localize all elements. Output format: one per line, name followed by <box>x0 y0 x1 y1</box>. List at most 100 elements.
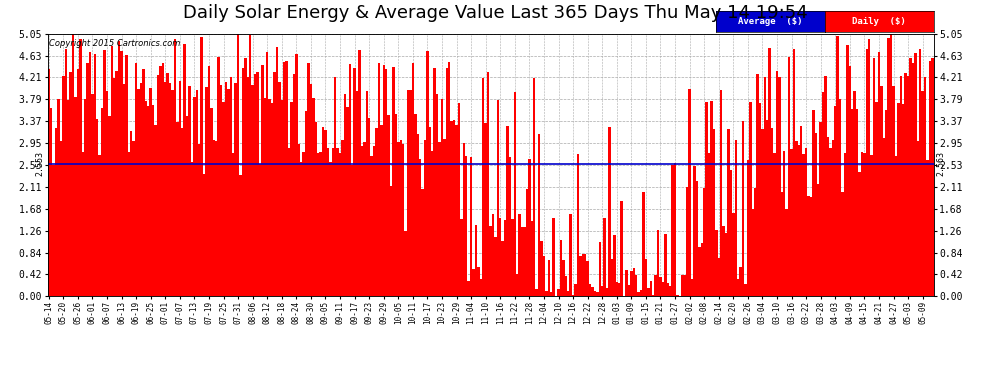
Bar <box>298 144 300 296</box>
Bar <box>240 175 242 296</box>
Bar <box>630 271 633 296</box>
Bar <box>701 243 703 296</box>
Bar <box>897 103 900 296</box>
Bar <box>353 68 355 296</box>
Bar <box>235 83 237 296</box>
Bar <box>771 128 773 296</box>
Bar <box>154 125 156 296</box>
Bar <box>618 283 621 296</box>
Bar <box>72 34 74 296</box>
Bar <box>484 123 487 296</box>
Text: Daily  ($): Daily ($) <box>852 17 906 26</box>
Bar <box>62 76 64 296</box>
Text: 2.553: 2.553 <box>36 151 45 176</box>
Bar <box>842 192 843 296</box>
Bar <box>601 286 604 296</box>
Bar <box>681 276 683 296</box>
Bar <box>887 38 890 296</box>
Bar <box>121 51 123 296</box>
Bar <box>628 285 630 296</box>
Bar <box>84 99 86 296</box>
Bar <box>213 140 215 296</box>
Bar <box>652 295 654 296</box>
Bar <box>543 256 545 296</box>
Bar <box>164 82 166 296</box>
Bar <box>245 58 247 296</box>
Bar <box>902 105 905 296</box>
Bar <box>693 166 696 296</box>
Bar <box>676 295 679 296</box>
Bar <box>589 284 591 296</box>
Bar <box>448 62 450 296</box>
Bar <box>514 92 516 296</box>
Bar <box>521 227 524 296</box>
Bar <box>790 149 793 296</box>
Bar <box>696 181 698 296</box>
Bar <box>237 34 240 296</box>
Bar <box>878 53 880 296</box>
Bar <box>307 63 310 296</box>
Bar <box>776 71 778 296</box>
Bar <box>654 276 656 296</box>
Bar <box>462 143 465 296</box>
Bar <box>725 233 728 296</box>
Bar <box>649 280 652 296</box>
Bar <box>52 165 54 296</box>
Bar <box>778 77 781 296</box>
Bar <box>834 106 837 296</box>
Bar <box>803 154 805 296</box>
Bar <box>91 94 94 296</box>
Bar <box>351 165 353 296</box>
Bar <box>373 146 375 296</box>
Bar <box>718 258 720 296</box>
Bar <box>59 141 62 296</box>
Bar <box>89 52 91 296</box>
Bar <box>230 77 232 296</box>
Bar <box>342 140 344 296</box>
Bar <box>387 116 390 296</box>
Bar <box>232 153 235 296</box>
Bar <box>477 267 479 296</box>
Bar <box>278 82 280 296</box>
Bar <box>140 82 143 296</box>
Bar <box>176 122 178 296</box>
Bar <box>529 159 531 296</box>
Bar <box>768 48 771 296</box>
Bar <box>200 38 203 296</box>
Bar <box>858 172 860 296</box>
Bar <box>812 110 815 296</box>
Bar <box>837 36 839 296</box>
Bar <box>332 148 334 296</box>
Bar <box>377 63 380 296</box>
Bar <box>450 120 452 296</box>
Bar <box>880 86 883 296</box>
Bar <box>98 155 101 296</box>
Bar <box>285 61 288 296</box>
Bar <box>210 108 213 296</box>
Bar <box>740 267 742 296</box>
Bar <box>572 295 574 296</box>
Bar <box>848 66 851 296</box>
Bar <box>444 139 446 296</box>
Bar <box>312 98 315 296</box>
Bar <box>431 151 434 296</box>
Bar <box>497 100 499 296</box>
Bar <box>633 268 635 296</box>
Bar <box>581 254 584 296</box>
Bar <box>96 119 98 296</box>
Bar <box>143 69 145 296</box>
Bar <box>545 291 547 296</box>
Bar <box>781 192 783 296</box>
Bar <box>737 279 740 296</box>
Bar <box>346 106 348 296</box>
Bar <box>81 152 84 296</box>
Bar <box>744 284 746 296</box>
Bar <box>290 102 293 296</box>
Bar <box>288 148 290 296</box>
Bar <box>832 140 834 296</box>
Bar <box>924 77 927 296</box>
Bar <box>830 148 832 296</box>
Bar <box>166 73 169 296</box>
Bar <box>436 93 439 296</box>
Bar <box>400 140 402 296</box>
